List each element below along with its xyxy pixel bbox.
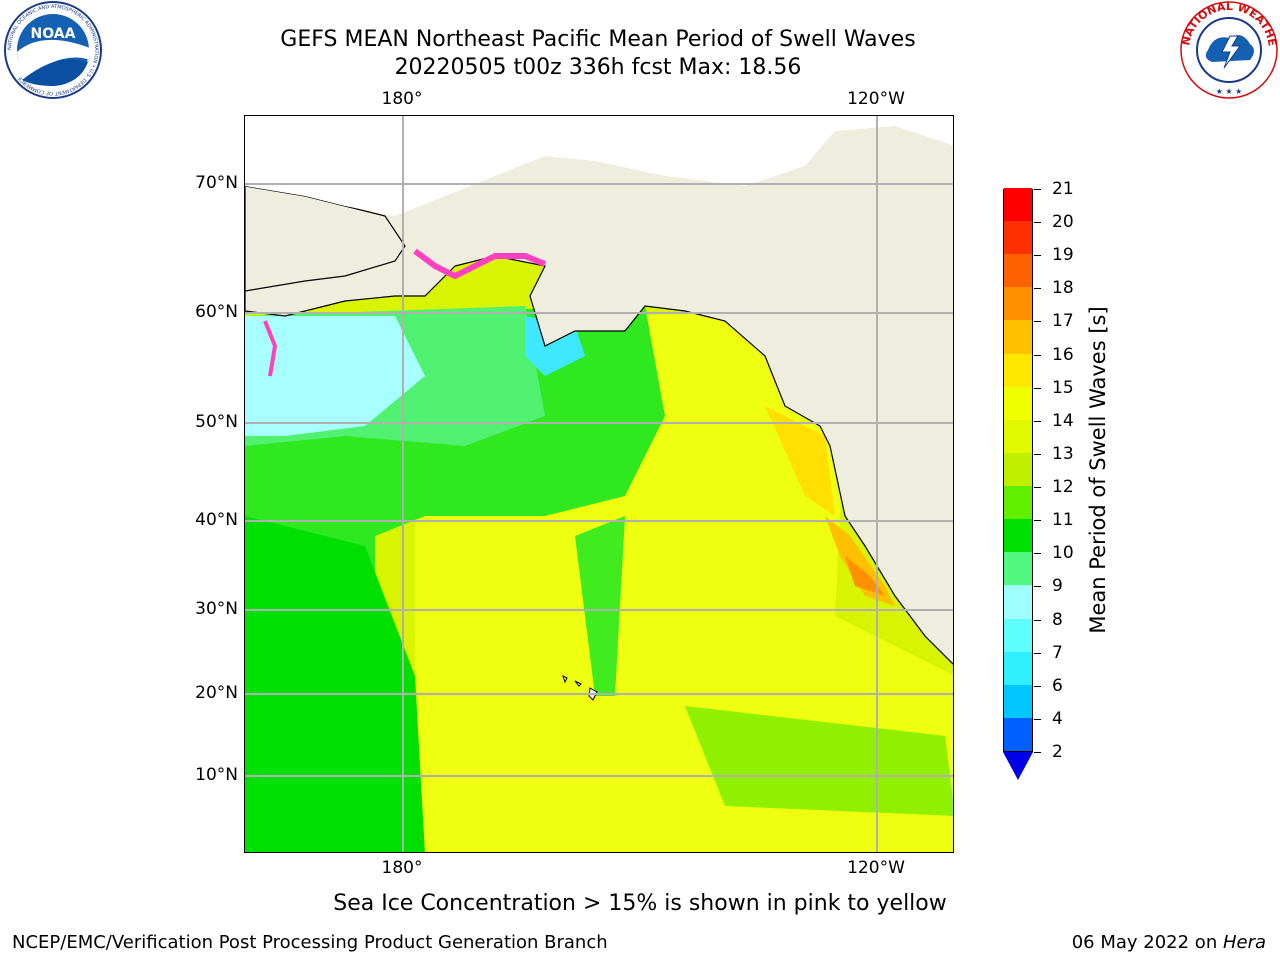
colorbar-tick xyxy=(1034,453,1041,455)
colorbar-tick xyxy=(1034,586,1041,588)
footer-date: 06 May 2022 on Hera xyxy=(1072,932,1266,954)
colorbar-tick-label: 17 xyxy=(1052,311,1074,332)
latitude-label: 10°N xyxy=(195,765,238,785)
colorbar-segment xyxy=(1004,319,1032,354)
colorbar-tick xyxy=(1034,752,1041,753)
top-longitude-label: 120°W xyxy=(847,89,905,109)
ocean-field-green-band xyxy=(685,706,953,816)
latitude-label: 70°N xyxy=(195,173,238,193)
colorbar-tick-label: 19 xyxy=(1052,245,1074,266)
colorbar-tick-label: 2 xyxy=(1052,742,1063,762)
colorbar-tick-label: 8 xyxy=(1052,609,1063,630)
colorbar-tick-label: 20 xyxy=(1052,212,1074,233)
map-title: GEFS MEAN Northeast Pacific Mean Period … xyxy=(280,27,916,52)
bottom-longitude-label: 120°W xyxy=(847,858,905,878)
colorbar-segment xyxy=(1004,618,1032,652)
colorbar xyxy=(1003,187,1033,752)
colorbar-tick-label: 10 xyxy=(1052,543,1074,564)
latitude-label: 30°N xyxy=(195,599,238,619)
ocean-field-cyan xyxy=(245,316,425,436)
colorbar-tick xyxy=(1034,255,1041,257)
footer-date-text: 06 May 2022 on xyxy=(1071,932,1223,953)
colorbar-segment xyxy=(1004,220,1032,255)
colorbar-tick xyxy=(1034,387,1041,389)
colorbar-tick xyxy=(1034,553,1041,555)
colorbar-tick-label: 16 xyxy=(1052,344,1074,365)
swell-period-map xyxy=(245,116,953,852)
latitude-label: 40°N xyxy=(195,510,238,530)
colorbar-under-arrow xyxy=(1003,752,1033,780)
colorbar-segment xyxy=(1004,551,1032,586)
colorbar-tick xyxy=(1034,222,1041,224)
colorbar-segment xyxy=(1004,286,1032,321)
colorbar-tick-label: 14 xyxy=(1052,410,1074,431)
latitude-label: 50°N xyxy=(195,412,238,432)
colorbar-tick xyxy=(1034,288,1041,290)
colorbar-segment xyxy=(1004,518,1032,553)
colorbar-tick-label: 18 xyxy=(1052,278,1074,299)
svg-text:★ ★ ★: ★ ★ ★ xyxy=(1216,87,1243,96)
footer-host: Hera xyxy=(1222,932,1266,953)
colorbar-tick-label: 4 xyxy=(1052,708,1063,729)
oregon-swell-yellow xyxy=(765,406,835,516)
colorbar-tick xyxy=(1034,520,1041,522)
top-longitude-label: 180° xyxy=(381,89,423,109)
colorbar-tick-label: 6 xyxy=(1052,675,1063,696)
colorbar-tick-label: 7 xyxy=(1052,642,1063,663)
colorbar-tick-label: 21 xyxy=(1052,179,1074,199)
sea-ice-note: Sea Ice Concentration > 15% is shown in … xyxy=(333,891,947,916)
sea-ice-edge-west xyxy=(263,320,278,377)
colorbar-segment xyxy=(1004,187,1032,222)
colorbar-tick xyxy=(1034,718,1041,720)
colorbar-tick-label: 12 xyxy=(1052,477,1074,498)
bottom-longitude-label: 180° xyxy=(381,858,423,878)
colorbar-tick xyxy=(1034,487,1041,489)
colorbar-title: Mean Period of Swell Waves [s] xyxy=(1086,306,1110,634)
colorbar-tick xyxy=(1034,354,1041,356)
colorbar-tick xyxy=(1034,652,1041,654)
colorbar-segment xyxy=(1004,386,1032,420)
footer-branch: NCEP/EMC/Verification Post Processing Pr… xyxy=(12,932,608,953)
colorbar-segment xyxy=(1004,485,1032,520)
map-panel xyxy=(244,115,954,853)
graticule xyxy=(245,116,953,852)
colorbar-segment xyxy=(1004,651,1032,685)
noaa-logo: NOAA NATIONAL OCEANIC AND ATMOSPHERIC AD… xyxy=(4,1,102,99)
arctic-ice-area xyxy=(245,116,953,216)
colorbar-tick-label: 9 xyxy=(1052,576,1063,597)
colorbar-segment xyxy=(1004,419,1032,453)
colorbar-tick-label: 13 xyxy=(1052,443,1074,464)
nws-logo: NATIONAL WEATHER SERVICE ★ ★ ★ xyxy=(1178,0,1279,99)
colorbar-tick xyxy=(1034,321,1041,323)
california-swell-peak xyxy=(845,556,885,596)
colorbar-segment xyxy=(1004,717,1032,751)
colorbar-segment xyxy=(1004,253,1032,288)
colorbar-tick xyxy=(1034,189,1041,190)
colorbar-tick xyxy=(1034,420,1041,422)
colorbar-tick xyxy=(1034,619,1041,621)
map-subtitle: 20220505 t00z 336h fcst Max: 18.56 xyxy=(394,55,802,80)
ocean-field-green-tongue xyxy=(575,516,625,696)
ocean-field-green-deep xyxy=(245,516,425,852)
colorbar-segment xyxy=(1004,452,1032,487)
colorbar-tick-label: 11 xyxy=(1052,510,1074,531)
latitude-label: 20°N xyxy=(195,683,238,703)
colorbar-segment xyxy=(1004,584,1032,619)
colorbar-segment xyxy=(1004,684,1032,718)
latitude-label: 60°N xyxy=(195,302,238,322)
noaa-logo-text: NOAA xyxy=(31,26,76,42)
colorbar-tick-label: 15 xyxy=(1052,377,1074,398)
colorbar-tick xyxy=(1034,685,1041,687)
colorbar-segment xyxy=(1004,353,1032,387)
sea-ice-edge xyxy=(413,248,547,280)
